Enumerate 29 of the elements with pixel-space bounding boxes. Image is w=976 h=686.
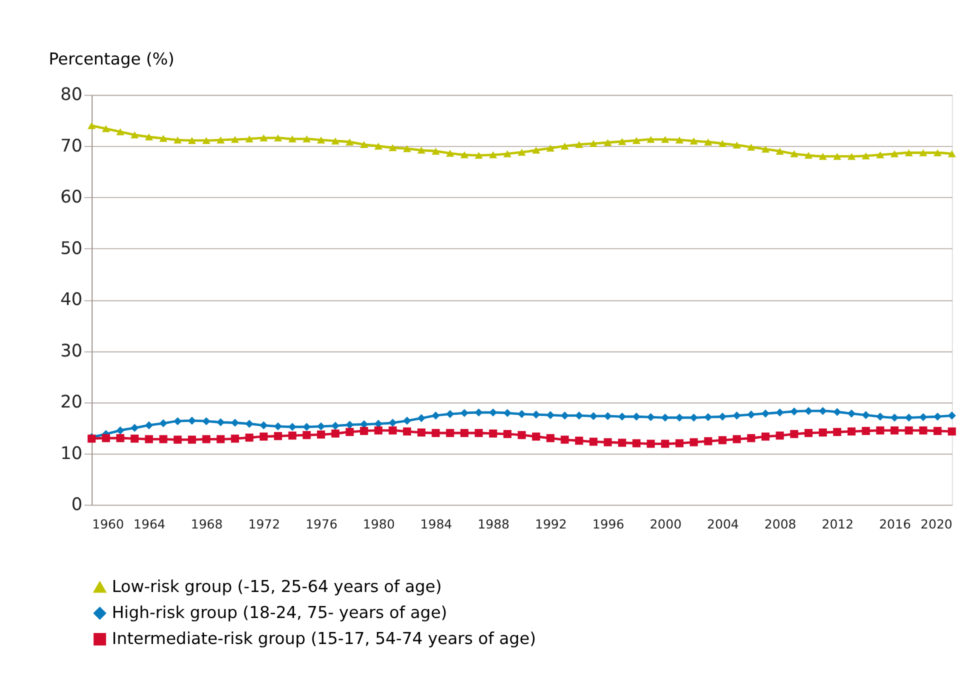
y-tick-label: 30	[60, 341, 82, 362]
x-tick-label: 1992	[534, 516, 567, 532]
x-tick-label: 2012	[822, 516, 854, 532]
x-tick-label: 1972	[248, 516, 280, 532]
y-tick-label: 20	[60, 392, 82, 413]
x-tick-label: 1996	[592, 516, 624, 532]
x-tick-label: 2020	[920, 516, 952, 532]
y-tick-label: 40	[60, 290, 82, 310]
x-tick-label: 1976	[306, 516, 338, 532]
x-tick-label: 2016	[879, 516, 911, 532]
y-tick-label: 10	[60, 444, 82, 464]
legend-label: Intermediate-risk group (15-17, 54-74 years of age)	[112, 629, 536, 648]
y-tick-label: 70	[60, 136, 82, 156]
y-tick-label: 80	[60, 85, 82, 106]
x-tick-label: 1980	[362, 516, 395, 532]
x-tick-label: 2008	[764, 516, 796, 532]
x-tick-label: 2004	[707, 516, 739, 532]
legend-label: High-risk group (18-24, 75- years of age)	[112, 603, 448, 622]
y-tick-label: 0	[71, 495, 82, 516]
y-tick-label: 50	[60, 238, 82, 259]
x-tick-label: 2000	[650, 516, 682, 532]
x-tick-label: 1964	[134, 516, 166, 532]
x-tick-label: 1988	[478, 516, 510, 532]
legend-label: Low-risk group (-15, 25-64 years of age)	[112, 577, 442, 596]
y-tick-label: 60	[60, 188, 82, 208]
x-tick-label: 1968	[190, 516, 223, 532]
x-tick-label: 1984	[420, 516, 452, 532]
y-axis-title: Percentage (%)	[48, 49, 174, 68]
x-tick-label: 1960	[92, 516, 124, 532]
